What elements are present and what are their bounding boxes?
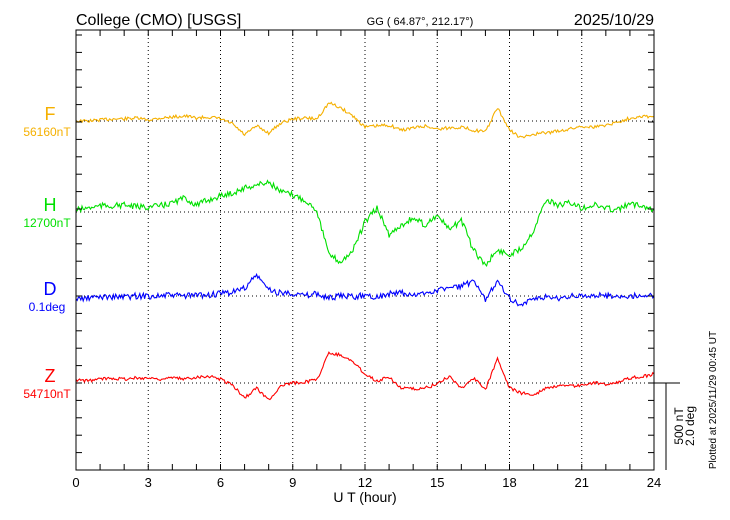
station-coords: GG ( 64.87°, 212.17°) <box>367 16 474 28</box>
baseline-label-d: 0.1deg <box>29 300 66 314</box>
x-tick-label: 21 <box>575 475 589 490</box>
plotted-note: Plotted at 2025/11/29 00:45 UT <box>708 331 719 469</box>
baseline-label-h: 12700nT <box>23 216 71 230</box>
x-axis-label: U T (hour) <box>333 489 396 505</box>
scale-deg: 2.0 deg <box>683 406 697 446</box>
x-tick-label: 6 <box>217 475 224 490</box>
series-line-h <box>75 179 655 268</box>
x-tick-label: 9 <box>289 475 296 490</box>
x-tick-label: 15 <box>430 475 444 490</box>
series-name-h: H <box>44 195 57 215</box>
station-title: College (CMO) [USGS] <box>76 12 241 29</box>
series-name-f: F <box>45 104 56 124</box>
x-tick-label: 24 <box>647 475 661 490</box>
scale-nt: 500 nT <box>672 407 686 445</box>
series-line-z <box>75 351 655 401</box>
series-group <box>75 101 655 401</box>
series-name-z: Z <box>45 366 56 386</box>
x-tick-label: 0 <box>72 475 79 490</box>
baseline-label-z: 54710nT <box>23 387 71 401</box>
x-tick-label: 12 <box>358 475 372 490</box>
scale-bar: 500 nT 2.0 deg <box>654 382 697 470</box>
plot-date: 2025/10/29 <box>574 12 654 29</box>
series-line-d <box>75 272 655 307</box>
grid <box>76 30 654 470</box>
baseline-label-f: 56160nT <box>23 125 71 139</box>
series-line-f <box>75 101 655 139</box>
x-tick-label: 18 <box>502 475 516 490</box>
x-tick-label: 3 <box>145 475 152 490</box>
series-name-d: D <box>44 279 57 299</box>
